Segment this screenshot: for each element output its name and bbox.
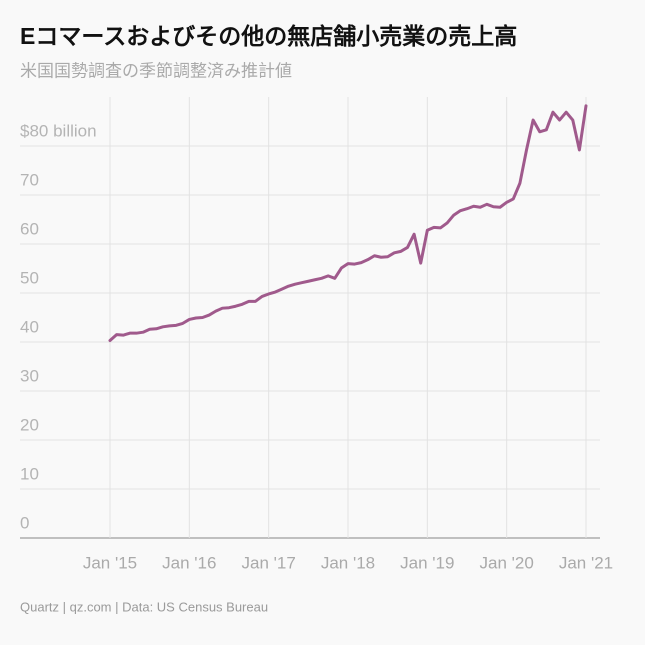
data-line (108, 104, 588, 343)
y-tick-label: 10 (20, 464, 39, 483)
x-tick-label: Jan '16 (162, 553, 216, 572)
y-tick-label: 50 (20, 268, 39, 287)
chart-title: Eコマースおよびその他の無店舗小売業の売上高 (20, 23, 517, 49)
chart-subtitle: 米国国勢調査の季節調整済み推計値 (20, 61, 292, 80)
x-tick-label: Jan '15 (83, 553, 137, 572)
y-tick-label: 40 (20, 317, 39, 336)
y-tick-label: 0 (20, 513, 29, 532)
x-tick-label: Jan '18 (321, 553, 375, 572)
source: Quartz | qz.com | Data: US Census Bureau (20, 599, 268, 614)
y-tick-label: 30 (20, 366, 39, 385)
y-tick-label: 60 (20, 219, 39, 238)
x-tick-label: Jan '19 (400, 553, 454, 572)
y-tick-label: 70 (20, 170, 39, 189)
x-tick-label: Jan '21 (559, 553, 613, 572)
y-tick-label: $80 billion (20, 121, 97, 140)
y-tick-label: 20 (20, 415, 39, 434)
x-tick-label: Jan '17 (242, 553, 296, 572)
x-tick-label: Jan '20 (480, 553, 534, 572)
